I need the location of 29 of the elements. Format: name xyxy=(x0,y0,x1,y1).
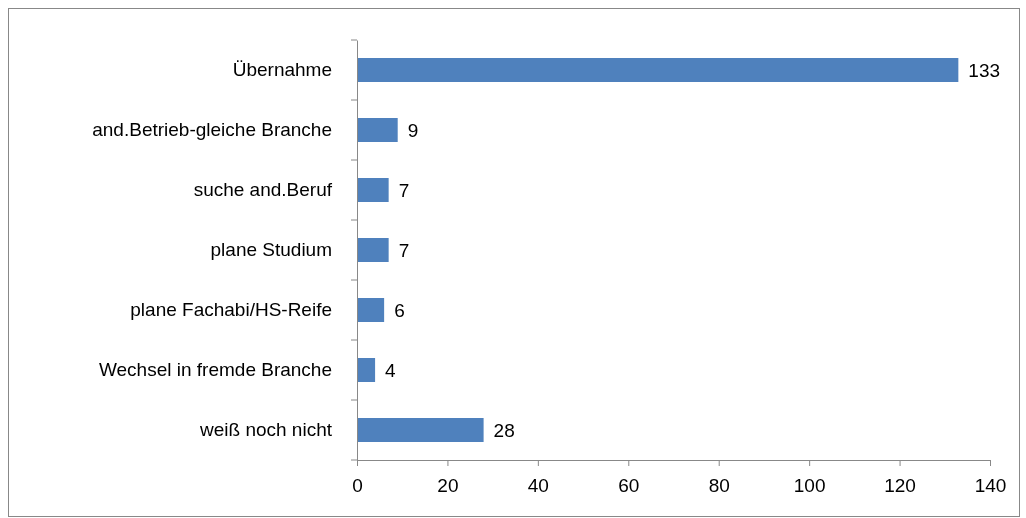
bar xyxy=(357,58,959,82)
bar xyxy=(357,418,484,442)
y-tick-label: plane Studium xyxy=(210,239,332,261)
bar xyxy=(357,238,389,262)
x-tick-label: 120 xyxy=(884,474,916,496)
y-tick-label: weiß noch nicht xyxy=(198,419,333,441)
x-tick-label: 60 xyxy=(618,474,640,496)
data-label: 4 xyxy=(385,359,397,381)
x-tick-label: 20 xyxy=(437,474,459,496)
y-tick-label: and.Betrieb-gleiche Branche xyxy=(92,119,332,141)
bar xyxy=(357,178,389,202)
y-tick-label: Übernahme xyxy=(232,59,332,81)
data-label: 7 xyxy=(398,179,410,201)
x-tick-label: 0 xyxy=(352,474,363,496)
bar xyxy=(357,298,385,322)
x-tick-label: 140 xyxy=(974,474,1007,496)
x-tick-label: 100 xyxy=(793,474,826,496)
data-label: 6 xyxy=(394,299,405,321)
data-label: 7 xyxy=(398,239,410,261)
y-tick-label: Wechsel in fremde Branche xyxy=(98,359,332,381)
data-label: 28 xyxy=(493,419,515,441)
data-label: 9 xyxy=(407,119,419,141)
y-tick-label: plane Fachabi/HS-Reife xyxy=(130,299,332,321)
bar xyxy=(357,358,376,382)
data-label: 133 xyxy=(968,59,1001,81)
x-tick-label: 40 xyxy=(527,474,549,496)
x-tick-label: 80 xyxy=(708,474,730,496)
bar xyxy=(357,118,398,142)
y-tick-label: suche and.Beruf xyxy=(193,179,333,201)
